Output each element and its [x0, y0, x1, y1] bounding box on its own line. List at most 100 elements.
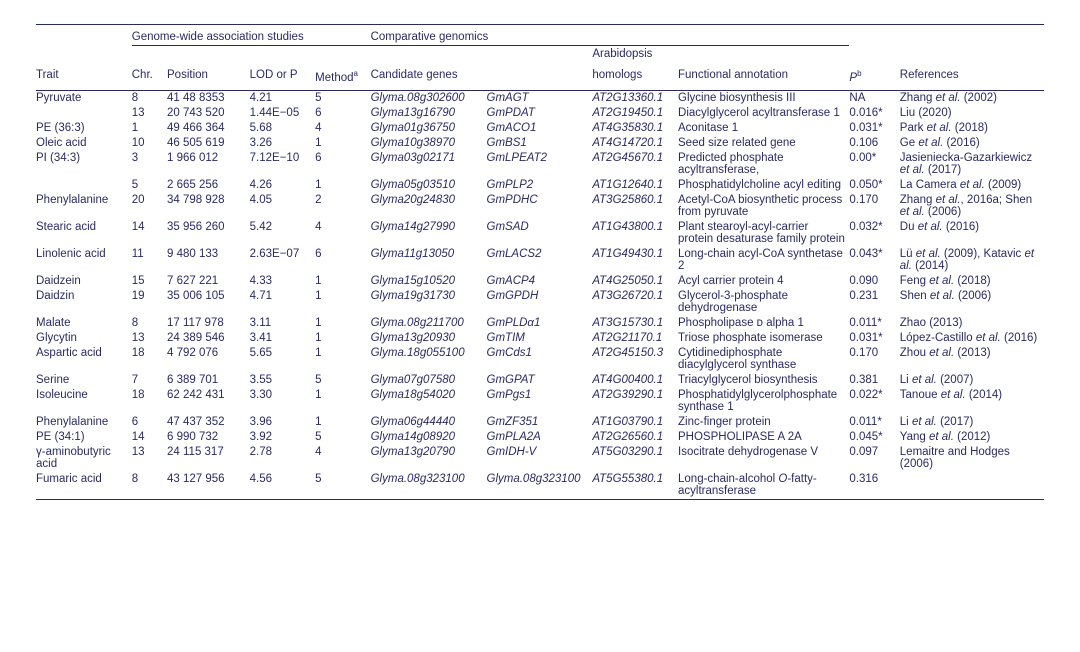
cell-trait: Malate [36, 316, 132, 331]
cell-func: Cytidinediphosphate diacylglycerol synth… [678, 346, 849, 373]
cell-position: 6 389 701 [167, 373, 250, 388]
cell-method: 2 [315, 193, 370, 220]
cell-lod: 3.26 [250, 136, 316, 151]
cell-gene: Glyma11g13050 [371, 247, 487, 274]
cell-ref: Jasieniecka-Gazarkiewicz et al. (2017) [900, 151, 1044, 178]
cell-chr: 13 [132, 331, 167, 346]
cell-gene: Glyma03g02171 [371, 151, 487, 178]
cell-trait: Serine [36, 373, 132, 388]
cell-homolog: GmTIM [487, 331, 593, 346]
col-trait: Trait [36, 61, 132, 90]
cell-atg: AT1G43800.1 [592, 220, 678, 247]
cell-trait: PE (34:1) [36, 430, 132, 445]
cell-position: 2 665 256 [167, 178, 250, 193]
cell-lod: 3.55 [250, 373, 316, 388]
cell-gene: Glyma07g07580 [371, 373, 487, 388]
cell-func: Phospholipase ᴅ alpha 1 [678, 316, 849, 331]
table-row: Oleic acid1046 505 6193.261Glyma10g38970… [36, 136, 1044, 151]
cell-position: 35 956 260 [167, 220, 250, 247]
cell-gene: Glyma.08g302600 [371, 90, 487, 106]
cell-func: Acetyl-CoA biosynthetic process from pyr… [678, 193, 849, 220]
table-header: Genome-wide association studies Comparat… [36, 25, 1044, 91]
cell-position: 1 966 012 [167, 151, 250, 178]
cell-method: 4 [315, 220, 370, 247]
cell-atg: AT2G21170.1 [592, 331, 678, 346]
cell-chr: 7 [132, 373, 167, 388]
cell-position: 6 990 732 [167, 430, 250, 445]
cell-method: 1 [315, 274, 370, 289]
cell-chr: 18 [132, 346, 167, 373]
cell-p: 0.016* [849, 106, 899, 121]
cell-method: 5 [315, 373, 370, 388]
cell-method: 4 [315, 121, 370, 136]
cell-method: 5 [315, 430, 370, 445]
cell-atg: AT3G25860.1 [592, 193, 678, 220]
cell-atg: AT1G12640.1 [592, 178, 678, 193]
cell-p: 0.106 [849, 136, 899, 151]
cell-func: Glycine biosynthesis III [678, 90, 849, 106]
cell-chr: 13 [132, 106, 167, 121]
cell-p: 0.032* [849, 220, 899, 247]
cell-p: 0.022* [849, 388, 899, 415]
cell-atg: AT1G03790.1 [592, 415, 678, 430]
cell-position: 62 242 431 [167, 388, 250, 415]
cell-atg: AT4G00400.1 [592, 373, 678, 388]
cell-lod: 4.56 [250, 472, 316, 500]
cell-chr: 19 [132, 289, 167, 316]
cell-homolog: GmPDAT [487, 106, 593, 121]
cell-func: Seed size related gene [678, 136, 849, 151]
cell-position: 34 798 928 [167, 193, 250, 220]
cell-gene: Glyma15g10520 [371, 274, 487, 289]
cell-homolog: GmSAD [487, 220, 593, 247]
cell-p: 0.097 [849, 445, 899, 472]
cell-trait: Oleic acid [36, 136, 132, 151]
cell-p: 0.050* [849, 178, 899, 193]
cell-position: 24 389 546 [167, 331, 250, 346]
cell-p: 0.090 [849, 274, 899, 289]
cell-atg: AT3G26720.1 [592, 289, 678, 316]
cell-homolog: GmACO1 [487, 121, 593, 136]
cell-homolog: GmLPEAT2 [487, 151, 593, 178]
cell-chr: 11 [132, 247, 167, 274]
cell-gene: Glyma05g03510 [371, 178, 487, 193]
col-homologs-bot: homologs [592, 61, 678, 90]
cell-gene: Glyma.08g323100 [371, 472, 487, 500]
cell-method: 6 [315, 247, 370, 274]
table-row: Phenylalanine647 437 3523.961Glyma06g444… [36, 415, 1044, 430]
cell-chr: 10 [132, 136, 167, 151]
cell-func: Diacylglycerol acyltransferase 1 [678, 106, 849, 121]
cell-trait: Stearic acid [36, 220, 132, 247]
cell-position: 35 006 105 [167, 289, 250, 316]
cell-trait: Glycytin [36, 331, 132, 346]
cell-trait: Isoleucine [36, 388, 132, 415]
cell-p: 0.00* [849, 151, 899, 178]
cell-ref: Lü et al. (2009), Katavic et al. (2014) [900, 247, 1044, 274]
cell-ref: Li et al. (2007) [900, 373, 1044, 388]
cell-lod: 3.41 [250, 331, 316, 346]
cell-gene: Glyma13g16790 [371, 106, 487, 121]
cell-position: 41 48 8353 [167, 90, 250, 106]
cell-chr: 14 [132, 220, 167, 247]
cell-gene: Glyma13g20790 [371, 445, 487, 472]
cell-homolog: GmGPAT [487, 373, 593, 388]
cell-gene: Glyma06g44440 [371, 415, 487, 430]
cell-chr: 8 [132, 90, 167, 106]
cell-method: 6 [315, 106, 370, 121]
cell-homolog: GmPLA2A [487, 430, 593, 445]
cell-method: 1 [315, 388, 370, 415]
cell-position: 4 792 076 [167, 346, 250, 373]
cell-homolog: GmPDHC [487, 193, 593, 220]
cell-func: PHOSPHOLIPASE A 2A [678, 430, 849, 445]
cell-ref [900, 472, 1044, 500]
table-row: Phenylalanine2034 798 9284.052Glyma20g24… [36, 193, 1044, 220]
cell-trait: γ-aminobutyric acid [36, 445, 132, 472]
table-row: Linolenic acid119 480 1332.63E−076Glyma1… [36, 247, 1044, 274]
group-gwas: Genome-wide association studies [132, 25, 371, 46]
cell-method: 6 [315, 151, 370, 178]
cell-trait: Phenylalanine [36, 415, 132, 430]
cell-chr: 6 [132, 415, 167, 430]
cell-p: 0.031* [849, 121, 899, 136]
cell-atg: AT2G19450.1 [592, 106, 678, 121]
cell-homolog: GmZF351 [487, 415, 593, 430]
cell-trait: Linolenic acid [36, 247, 132, 274]
